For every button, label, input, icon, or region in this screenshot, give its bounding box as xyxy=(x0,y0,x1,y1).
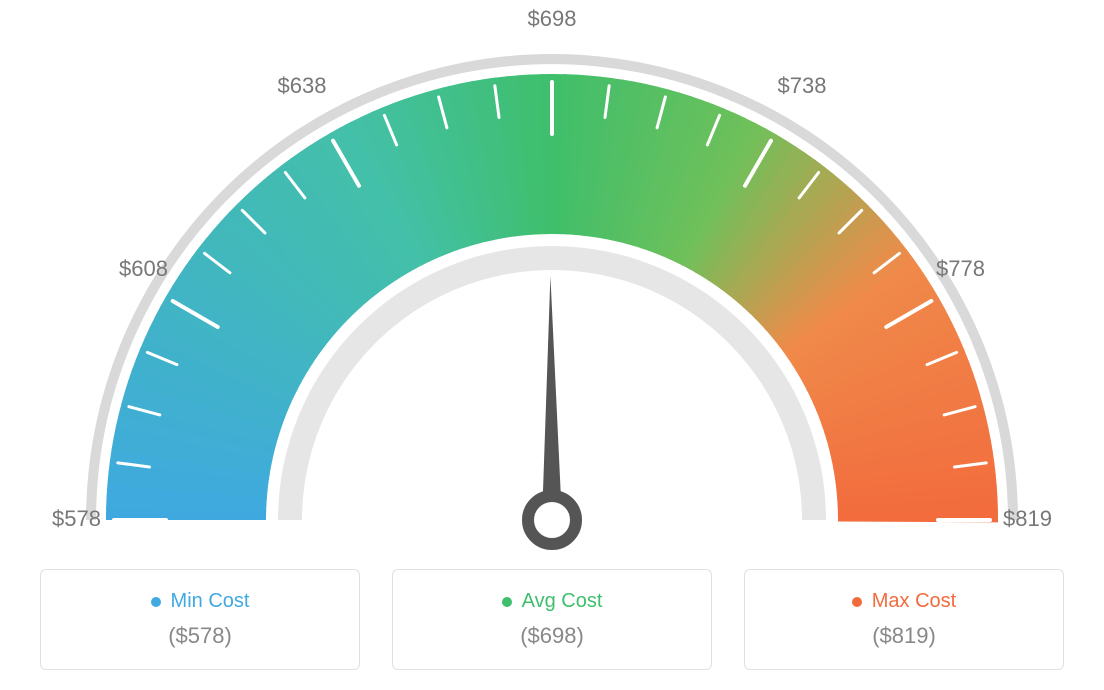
max-cost-value: ($819) xyxy=(761,623,1047,649)
svg-text:$608: $608 xyxy=(119,256,168,281)
svg-text:$698: $698 xyxy=(528,6,577,31)
avg-cost-dot-icon xyxy=(502,597,512,607)
min-cost-label: Min Cost xyxy=(151,590,250,613)
svg-text:$578: $578 xyxy=(52,506,101,531)
max-cost-dot-icon xyxy=(852,597,862,607)
min-cost-dot-icon xyxy=(151,597,161,607)
svg-text:$738: $738 xyxy=(778,73,827,98)
svg-text:$819: $819 xyxy=(1003,506,1052,531)
avg-cost-label: Avg Cost xyxy=(502,590,603,613)
avg-cost-card: Avg Cost ($698) xyxy=(392,569,712,670)
min-cost-card: Min Cost ($578) xyxy=(40,569,360,670)
cost-summary-cards: Min Cost ($578) Avg Cost ($698) Max Cost… xyxy=(40,569,1064,670)
svg-text:$638: $638 xyxy=(278,73,327,98)
max-cost-label: Max Cost xyxy=(852,590,956,613)
cost-gauge: $578 $608 $638 $698 $738 $778 $819 xyxy=(0,0,1104,560)
svg-text:$778: $778 xyxy=(936,256,985,281)
max-cost-card: Max Cost ($819) xyxy=(744,569,1064,670)
min-cost-label-text: Min Cost xyxy=(171,590,250,613)
avg-cost-value: ($698) xyxy=(409,623,695,649)
min-cost-value: ($578) xyxy=(57,623,343,649)
max-cost-label-text: Max Cost xyxy=(872,590,956,613)
avg-cost-label-text: Avg Cost xyxy=(522,590,603,613)
